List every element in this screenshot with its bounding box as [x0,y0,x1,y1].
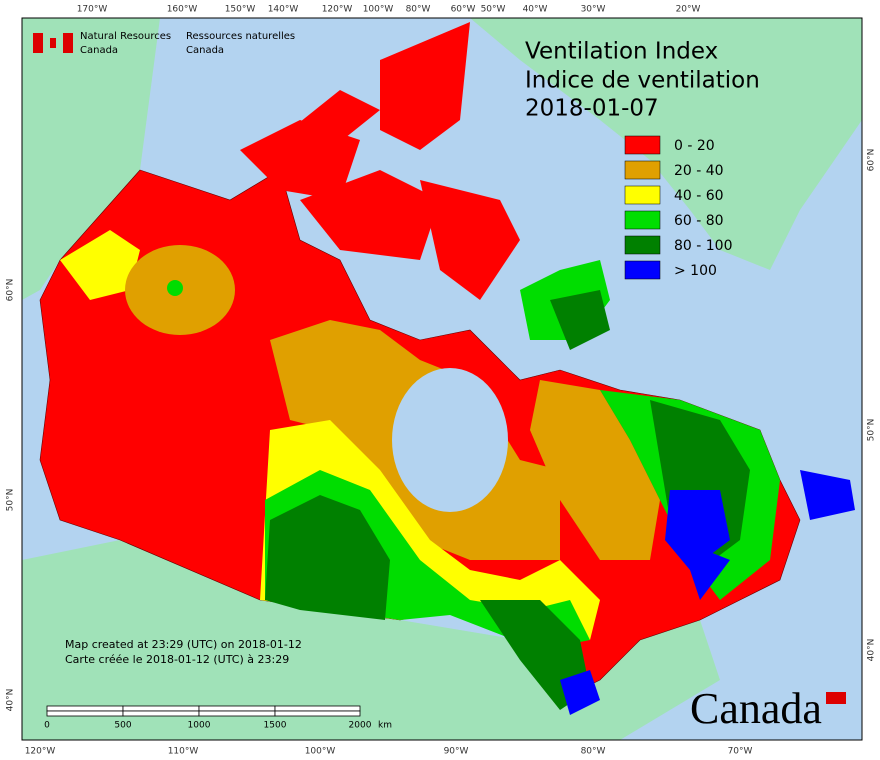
lon-label: 160°W [167,5,198,15]
logo: Natural Resources Canada Ressources natu… [33,31,295,56]
lat-label: 60°N [867,149,877,172]
scale-label: 2000 [349,721,372,731]
org-en: Natural Resources [80,31,171,42]
scale-label: 1000 [188,721,211,731]
legend-swatch [624,185,661,205]
scale-segment [198,705,276,712]
lat-label: 50°N [867,419,877,442]
lon-label: 110°W [168,747,199,757]
legend: 0 - 20 20 - 40 40 - 60 60 - 80 80 - 100 > 100 [624,135,733,280]
zone-green-spot [167,280,183,296]
lon-label: 80°W [406,5,431,15]
legend-label: 40 - 60 [674,188,724,204]
lon-label: 100°W [363,5,394,15]
scale-label: 0 [44,721,50,731]
scale-bar: 0 500 1000 1500 2000 km [44,705,392,731]
org-en: Canada [80,45,118,56]
wordmark-text: Canada [690,684,822,733]
lat-label: 40°N [867,639,877,662]
scale-segment [122,705,200,712]
zone-dark-green-labrador [550,290,610,350]
lon-label: 60°W [451,5,476,15]
hudson-bay [392,368,508,512]
legend-swatch [624,160,661,180]
scale-segment [46,705,124,712]
scale-segment [122,710,200,717]
lat-label: 60°N [6,279,16,302]
flag-bar [33,33,43,53]
scale-segment [198,710,276,717]
legend-swatch [624,210,661,230]
legend-swatch [624,135,661,155]
wordmark: Canada [690,684,846,733]
scale-segment [274,710,361,717]
legend-label: 0 - 20 [674,138,715,154]
note: Map created at 23:29 (UTC) on 2018-01-12 [65,638,302,651]
title: Indice de ventilation [525,68,760,94]
lon-label: 50°W [481,5,506,15]
frame [21,17,863,741]
lon-label: 80°W [581,747,606,757]
lon-label: 120°W [25,747,56,757]
flag-bar [63,33,73,53]
legend-label: 20 - 40 [674,163,724,179]
arctic-islands [240,22,520,300]
org-fr: Ressources naturelles [186,31,295,42]
lon-label: 170°W [77,5,108,15]
legend-label: > 100 [674,263,717,279]
note: Carte créée le 2018-01-12 (UTC) à 23:29 [65,653,289,666]
title: 2018-01-07 [525,96,659,122]
lon-label: 100°W [305,747,336,757]
lon-label: 140°W [268,5,299,15]
lon-label: 30°W [581,5,606,15]
lon-label: 90°W [444,747,469,757]
title: Ventilation Index [525,39,718,65]
scale-unit: km [378,721,392,731]
scale-label: 1500 [264,721,287,731]
alaska [22,18,160,300]
lon-label: 150°W [225,5,256,15]
scale-segment [46,710,124,717]
zone-blue-qc [665,490,730,570]
scale-label: 500 [114,721,131,731]
lon-label: 120°W [322,5,353,15]
zone-blue-nl [800,470,855,520]
legend-label: 80 - 100 [674,238,733,254]
scale-segment [274,705,361,712]
zone-dark-green [265,495,390,620]
lon-label: 40°W [523,5,548,15]
legend-label: 60 - 80 [674,213,724,229]
zone-blue-gulf [680,540,730,600]
legend-swatch [624,235,661,255]
lat-label: 40°N [6,689,16,712]
greenland [470,18,862,270]
org-fr: Canada [186,45,224,56]
zone-blue-on [560,670,600,715]
legend-swatch [624,260,661,280]
lat-label: 50°N [6,489,16,512]
wordmark-flag [826,692,846,704]
map-body [22,18,862,740]
zone-orange-qc [530,380,660,560]
lon-label: 70°W [728,747,753,757]
lon-label: 20°W [676,5,701,15]
zone-yellow-nw [60,230,140,300]
flag-leaf [50,38,56,48]
